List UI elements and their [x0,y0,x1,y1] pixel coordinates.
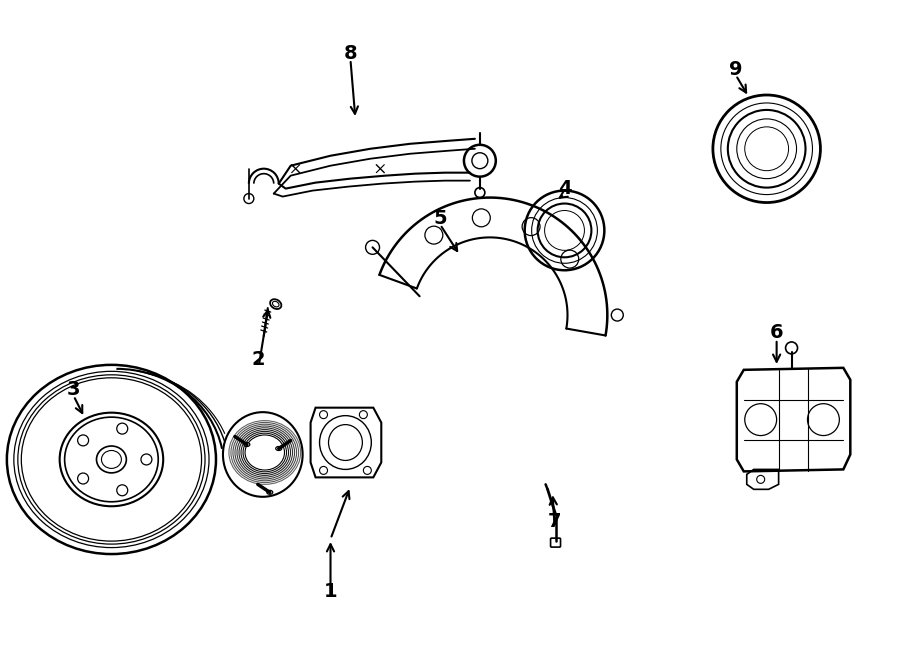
Text: 1: 1 [324,582,338,602]
Text: 2: 2 [252,350,266,369]
Text: 5: 5 [433,209,447,228]
Text: 4: 4 [558,179,572,198]
Ellipse shape [266,490,273,494]
Text: 3: 3 [67,380,80,399]
Text: 6: 6 [770,323,783,342]
Ellipse shape [275,447,282,451]
Text: 7: 7 [548,512,562,531]
Text: 9: 9 [729,59,742,79]
Ellipse shape [244,442,250,447]
Text: 8: 8 [344,44,357,63]
